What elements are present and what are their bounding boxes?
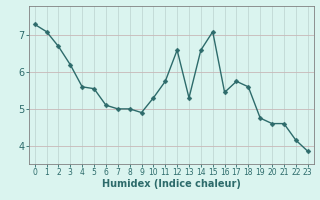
X-axis label: Humidex (Indice chaleur): Humidex (Indice chaleur) <box>102 179 241 189</box>
